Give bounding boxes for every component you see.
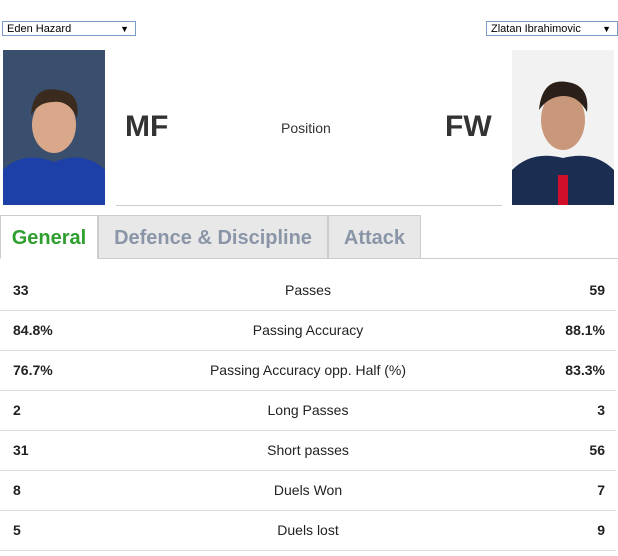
right-position: FW [445,110,492,143]
right-value: 59 [589,282,605,298]
stat-label: Passing Accuracy [252,322,364,338]
stat-label: Passing Accuracy opp. Half (%) [209,362,407,378]
tab-defence[interactable]: Defence & Discipline [98,215,328,259]
left-player-name: Eden Hazard [7,23,72,35]
left-player-select[interactable]: Eden Hazard ▼ [2,21,136,36]
stat-row: 2 Long Passes 3 [0,390,616,431]
right-value: 9 [597,522,605,538]
right-value: 56 [589,442,605,458]
tab-general[interactable]: General [0,215,98,259]
divider [116,205,502,206]
tab-attack[interactable]: Attack [328,215,421,259]
left-value: 33 [13,282,29,298]
position-label: Position [281,120,331,136]
left-value: 31 [13,442,29,458]
stat-label: Duels Won [273,482,343,498]
stat-row: 76.7% Passing Accuracy opp. Half (%) 83.3% [0,350,616,391]
stat-label: Short passes [267,442,349,458]
left-value: 5 [13,522,21,538]
stat-label: Duels lost [277,522,339,538]
left-value: 2 [13,402,21,418]
left-value: 8 [13,482,21,498]
stat-row: 31 Short passes 56 [0,430,616,471]
right-player-select[interactable]: Zlatan Ibrahimovic ▼ [486,21,618,36]
dropdown-arrow: ▼ [602,24,611,34]
left-value: 84.8% [13,322,53,338]
left-player-photo [3,50,105,205]
dropdown-arrow: ▼ [120,24,129,34]
right-value: 3 [597,402,605,418]
stat-row: 5 Duels lost 9 [0,510,616,551]
right-value: 83.3% [565,362,605,378]
stat-row: 84.8% Passing Accuracy 88.1% [0,310,616,351]
left-value: 76.7% [13,362,53,378]
left-position: MF [125,110,169,143]
right-player-photo [512,50,614,205]
right-player-name: Zlatan Ibrahimovic [491,23,581,35]
stat-row: 8 Duels Won 7 [0,470,616,511]
right-value: 7 [597,482,605,498]
stat-label: Long Passes [267,402,349,418]
right-value: 88.1% [565,322,605,338]
stat-row: 33 Passes 59 [0,270,616,311]
stat-label: Passes [285,282,331,298]
